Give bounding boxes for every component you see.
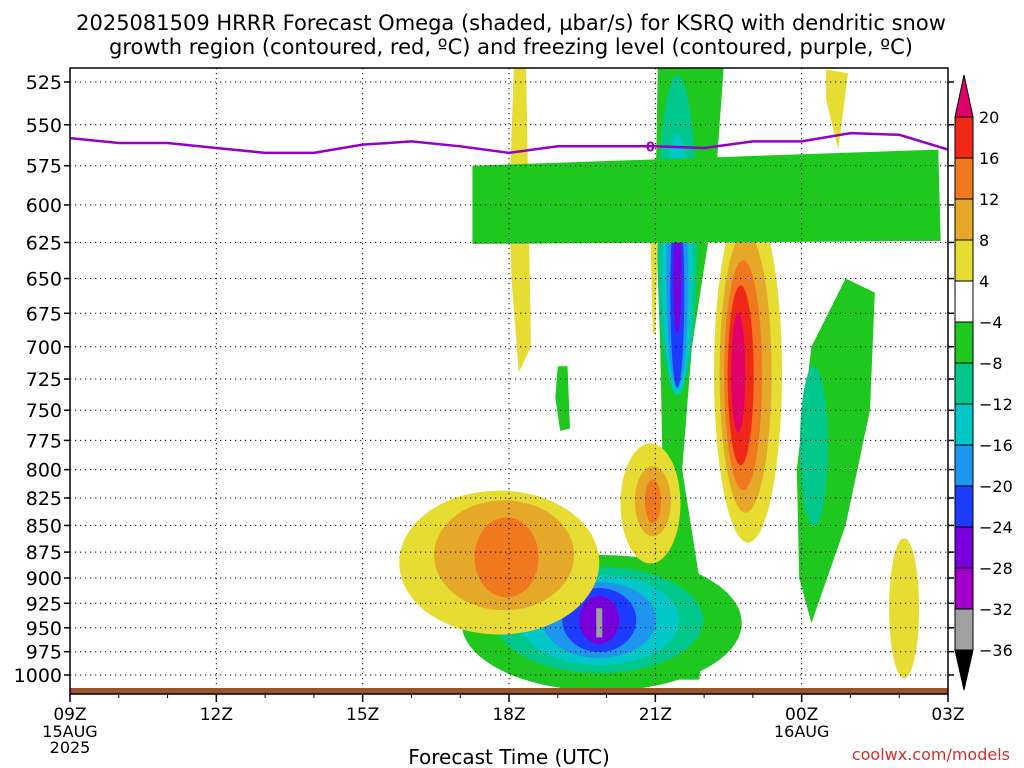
y-tick-label: 825 xyxy=(26,488,62,510)
colorbar-bottom-triangle xyxy=(954,649,974,691)
colorbar-swatch xyxy=(954,280,974,323)
colorbar-swatch xyxy=(954,567,974,610)
colorbar-label: 20 xyxy=(979,108,999,127)
x-tick-label: 18Z xyxy=(492,705,525,725)
y-tick-label: 850 xyxy=(26,515,62,537)
y-tick-label: 875 xyxy=(26,542,62,564)
x-tick-label: 21Z xyxy=(639,705,672,725)
chart-title-line2: growth region (contoured, red, ºC) and f… xyxy=(109,35,913,59)
se-yellow xyxy=(889,538,920,679)
x-tick-label: 09Z xyxy=(53,705,86,725)
omega-shading xyxy=(399,67,941,691)
y-tick-label: 525 xyxy=(26,72,62,94)
colorbar-label: −4 xyxy=(979,313,1003,332)
colorbar-label: −36 xyxy=(979,641,1013,660)
colorbar-swatch xyxy=(954,526,974,569)
east-teal-band xyxy=(799,366,828,527)
small-green xyxy=(555,366,570,431)
colorbar-label: −28 xyxy=(979,559,1013,578)
x-tick-label: 03Z xyxy=(931,705,964,725)
x-date-label: 2025 xyxy=(50,738,91,757)
y-tick-label: 575 xyxy=(26,156,62,178)
x-date-label: 16AUG xyxy=(774,722,829,741)
colorbar-label: −12 xyxy=(979,395,1013,414)
x-axis-label: Forecast Time (UTC) xyxy=(408,745,610,768)
mid-sink-orange xyxy=(644,479,661,524)
colorbar-label: −8 xyxy=(979,354,1003,373)
sink-magenta xyxy=(731,312,746,433)
column-purple xyxy=(673,223,682,334)
freezing-level-contour: 0 xyxy=(69,131,949,155)
colorbar-swatch xyxy=(954,116,974,159)
y-tick-label: 925 xyxy=(26,593,62,615)
y-tick-label: 975 xyxy=(26,642,62,664)
x-tick-label: 15Z xyxy=(346,705,379,725)
y-axis: 525 550 575 600 625 650 675 700 725 750 775 800 825 8… xyxy=(14,72,954,687)
colorbar-swatch xyxy=(954,198,974,241)
x-tick-label: 00Z xyxy=(785,705,818,725)
freezing-level-label: 0 xyxy=(646,140,655,155)
colorbar-label: 4 xyxy=(979,272,989,291)
y-tick-label: 950 xyxy=(26,618,62,640)
y-tick-label: 800 xyxy=(26,460,62,482)
y-tick-label: 775 xyxy=(26,430,62,452)
ne-green xyxy=(472,149,941,244)
colorbar-swatch xyxy=(954,485,974,528)
upper-yellow-right xyxy=(826,69,849,150)
colorbar-swatch xyxy=(954,239,974,282)
east-green-band xyxy=(796,278,875,623)
y-tick-label: 625 xyxy=(26,232,62,254)
colorbar-swatch xyxy=(954,362,974,405)
low-sink-orange xyxy=(474,517,539,598)
y-tick-label: 1000 xyxy=(14,665,62,687)
colorbar: 20 16 12 8 4 −4 −8 −12 −16 −20 −24 −28 −32 −36 xyxy=(954,74,1013,691)
y-tick-label: 550 xyxy=(26,115,62,137)
chart-title-line1: 2025081509 HRRR Forecast Omega (shaded, … xyxy=(76,11,946,35)
ground-strip xyxy=(70,688,948,694)
y-tick-label: 725 xyxy=(26,369,62,391)
y-tick-label: 675 xyxy=(26,303,62,325)
y-tick-label: 900 xyxy=(26,568,62,590)
colorbar-label: 8 xyxy=(979,231,989,250)
freezing-level-line xyxy=(69,131,949,155)
colorbar-swatch xyxy=(954,321,974,364)
y-tick-label: 700 xyxy=(26,337,62,359)
colorbar-label: −24 xyxy=(979,518,1013,537)
colorbar-label: −16 xyxy=(979,436,1013,455)
colorbar-swatch xyxy=(954,403,974,446)
y-tick-label: 650 xyxy=(26,269,62,291)
colorbar-top-triangle xyxy=(954,74,974,118)
credit-text: coolwx.com/models xyxy=(852,745,1010,764)
x-date-label: 15AUG xyxy=(42,722,97,741)
colorbar-label: 12 xyxy=(979,190,999,209)
low-updraft-gray-core xyxy=(596,608,603,638)
colorbar-label: 16 xyxy=(979,149,999,168)
colorbar-swatch xyxy=(954,157,974,200)
small-yellow-21 xyxy=(650,238,658,334)
y-tick-label: 750 xyxy=(26,400,62,422)
x-tick-label: 12Z xyxy=(200,705,233,725)
colorbar-swatch xyxy=(954,444,974,487)
colorbar-label: −32 xyxy=(979,600,1013,619)
colorbar-swatch xyxy=(954,608,974,651)
y-tick-label: 600 xyxy=(26,195,62,217)
colorbar-label: −20 xyxy=(979,477,1013,496)
